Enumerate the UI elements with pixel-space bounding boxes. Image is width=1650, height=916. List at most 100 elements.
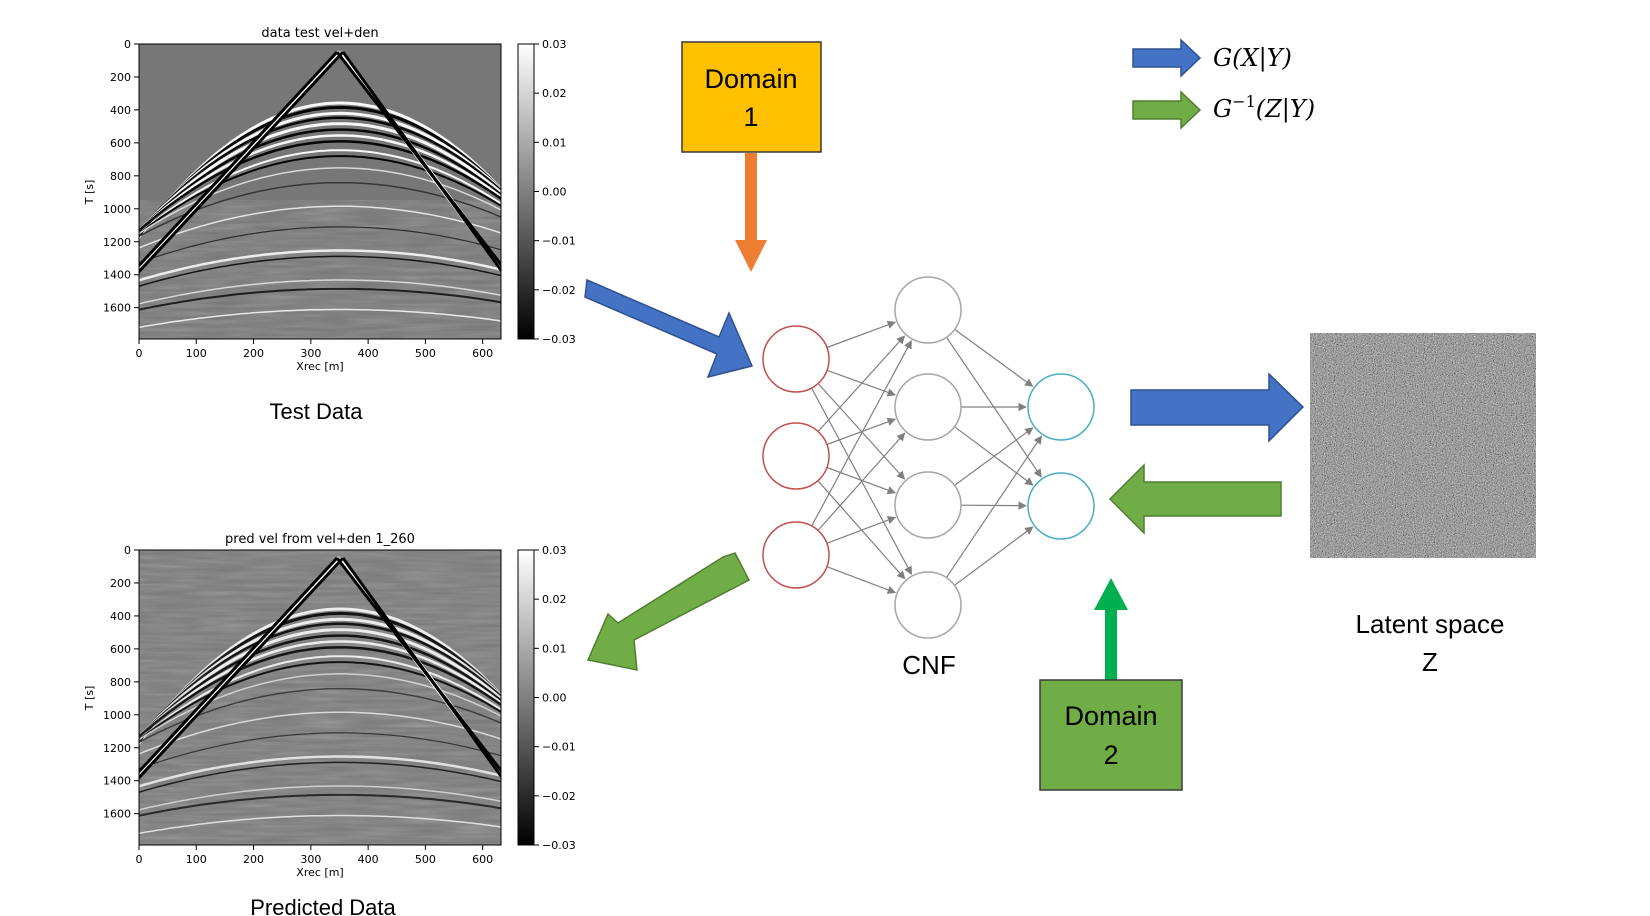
domain-1-label: Domain bbox=[704, 64, 797, 94]
reflection-event bbox=[139, 634, 501, 739]
reflection-event bbox=[139, 128, 501, 233]
reflection-event bbox=[139, 761, 501, 793]
x-tick-label: 400 bbox=[358, 347, 379, 360]
x-tick-label: 500 bbox=[415, 853, 436, 866]
y-tick-label: 1600 bbox=[103, 302, 131, 315]
colorbar-tick-label: −0.02 bbox=[542, 284, 576, 297]
domain-2-box: Domain 2 bbox=[1039, 679, 1183, 791]
x-tick-label: 600 bbox=[472, 853, 493, 866]
y-tick-label: 600 bbox=[110, 643, 131, 656]
y-tick-label: 200 bbox=[110, 71, 131, 84]
reflection-event bbox=[139, 122, 501, 234]
domain-2-arrow bbox=[1094, 578, 1128, 680]
network-edge bbox=[945, 435, 1042, 578]
x-tick-label: 600 bbox=[472, 347, 493, 360]
hidden-node bbox=[894, 276, 962, 344]
y-axis-ticks: 0 200 400 600 800 1000 1200 1400 1600 bbox=[103, 544, 139, 821]
hidden-node bbox=[894, 571, 962, 639]
colorbar-tick-label: 0.03 bbox=[542, 544, 567, 557]
legend-forward-label: G(X|Y) bbox=[1213, 44, 1292, 73]
colorbar-tick-label: −0.01 bbox=[542, 741, 576, 754]
colorbar-tick-label: 0.02 bbox=[542, 87, 567, 100]
input-node bbox=[762, 521, 830, 589]
legend-inverse-arrow bbox=[1132, 90, 1202, 130]
output-node bbox=[1027, 472, 1095, 540]
y-tick-label: 400 bbox=[110, 104, 131, 117]
y-tick-label: 1200 bbox=[103, 236, 131, 249]
network-edge bbox=[817, 335, 906, 432]
inverse-output-arrow bbox=[586, 552, 751, 671]
reflection-event bbox=[139, 673, 501, 741]
colorbar-tick-label: 0.02 bbox=[542, 593, 567, 606]
network-edges bbox=[811, 320, 1042, 594]
colorbar-tick-label: −0.03 bbox=[542, 839, 576, 852]
test-data-panel: data test vel+den 0200400600800100012001… bbox=[83, 26, 576, 424]
reflection-event bbox=[139, 205, 501, 249]
y-tick-label: 1000 bbox=[103, 203, 131, 216]
forward-input-arrow bbox=[584, 278, 754, 379]
y-tick-label: 800 bbox=[110, 676, 131, 689]
domain-1-number: 1 bbox=[743, 102, 758, 132]
domain-2-label: Domain bbox=[1064, 701, 1157, 731]
hidden-node bbox=[894, 471, 962, 539]
y-axis-label: T [s] bbox=[83, 180, 96, 206]
x-tick-label: 200 bbox=[243, 853, 264, 866]
plot-title: data test vel+den bbox=[261, 26, 378, 41]
legend-inverse-label: G−1(Z|Y) bbox=[1213, 92, 1315, 124]
reflection-event bbox=[139, 255, 501, 287]
x-tick-label: 100 bbox=[186, 853, 207, 866]
network-edge bbox=[954, 526, 1034, 586]
forward-latent-arrow bbox=[1130, 372, 1305, 443]
output-node bbox=[1027, 373, 1095, 441]
x-tick-label: 100 bbox=[186, 347, 207, 360]
reflection-event bbox=[139, 287, 501, 311]
reflection-event bbox=[139, 755, 501, 788]
reflection-event bbox=[139, 140, 501, 233]
legend-forward-arrow bbox=[1132, 38, 1202, 78]
colorbar-tick-label: −0.01 bbox=[542, 235, 576, 248]
x-tick-label: 400 bbox=[358, 853, 379, 866]
reflection-event bbox=[139, 732, 501, 770]
network-edge bbox=[826, 417, 896, 446]
direct-arrival bbox=[139, 556, 501, 774]
x-axis-ticks: 0 100 200 300 400 500 600 bbox=[136, 845, 493, 866]
reflection-event bbox=[139, 793, 501, 817]
reflection-event bbox=[139, 226, 501, 264]
reflection-event bbox=[139, 308, 501, 329]
plot-frame bbox=[138, 549, 502, 846]
colorbar-ticks: 0.03 0.02 0.01 0.00 −0.01 −0.02 −0.03 bbox=[534, 38, 576, 346]
network-edge bbox=[811, 340, 912, 527]
reflection-event bbox=[139, 785, 501, 811]
reflection-event bbox=[139, 149, 501, 235]
y-tick-label: 600 bbox=[110, 137, 131, 150]
latent-space-label: Latent space bbox=[1356, 609, 1505, 639]
reflection-event bbox=[139, 116, 501, 233]
seismic-image bbox=[139, 550, 501, 845]
y-tick-label: 1600 bbox=[103, 808, 131, 821]
y-axis-label: T [s] bbox=[83, 686, 96, 712]
y-tick-label: 800 bbox=[110, 170, 131, 183]
colorbar-ticks: 0.03 0.02 0.01 0.00 −0.01 −0.02 −0.03 bbox=[534, 544, 576, 852]
colorbar bbox=[517, 549, 535, 846]
colorbar-tick-label: −0.03 bbox=[542, 333, 576, 346]
network-edge bbox=[826, 516, 897, 544]
cnf-label: CNF bbox=[902, 650, 955, 680]
seismic-events bbox=[139, 556, 501, 835]
reflection-event bbox=[139, 134, 501, 233]
direct-arrival bbox=[139, 50, 501, 268]
colorbar-tick-label: 0.01 bbox=[542, 136, 567, 149]
reflection-event bbox=[139, 622, 501, 739]
y-tick-label: 400 bbox=[110, 610, 131, 623]
inverse-latent-arrow bbox=[1108, 463, 1282, 535]
reflection-event bbox=[139, 655, 501, 741]
latent-space-image bbox=[1310, 333, 1536, 558]
latent-space-symbol: Z bbox=[1422, 647, 1438, 677]
seismic-image bbox=[139, 44, 501, 339]
reflection-event bbox=[139, 711, 501, 755]
predicted-data-panel: pred vel from vel+den 1_260 0 200 400 600 80… bbox=[83, 532, 576, 916]
reflection-event bbox=[139, 279, 501, 305]
reflection-event bbox=[139, 640, 501, 739]
legend: G(X|Y) G−1(Z|Y) bbox=[1132, 38, 1315, 130]
network-edge bbox=[954, 328, 1034, 387]
